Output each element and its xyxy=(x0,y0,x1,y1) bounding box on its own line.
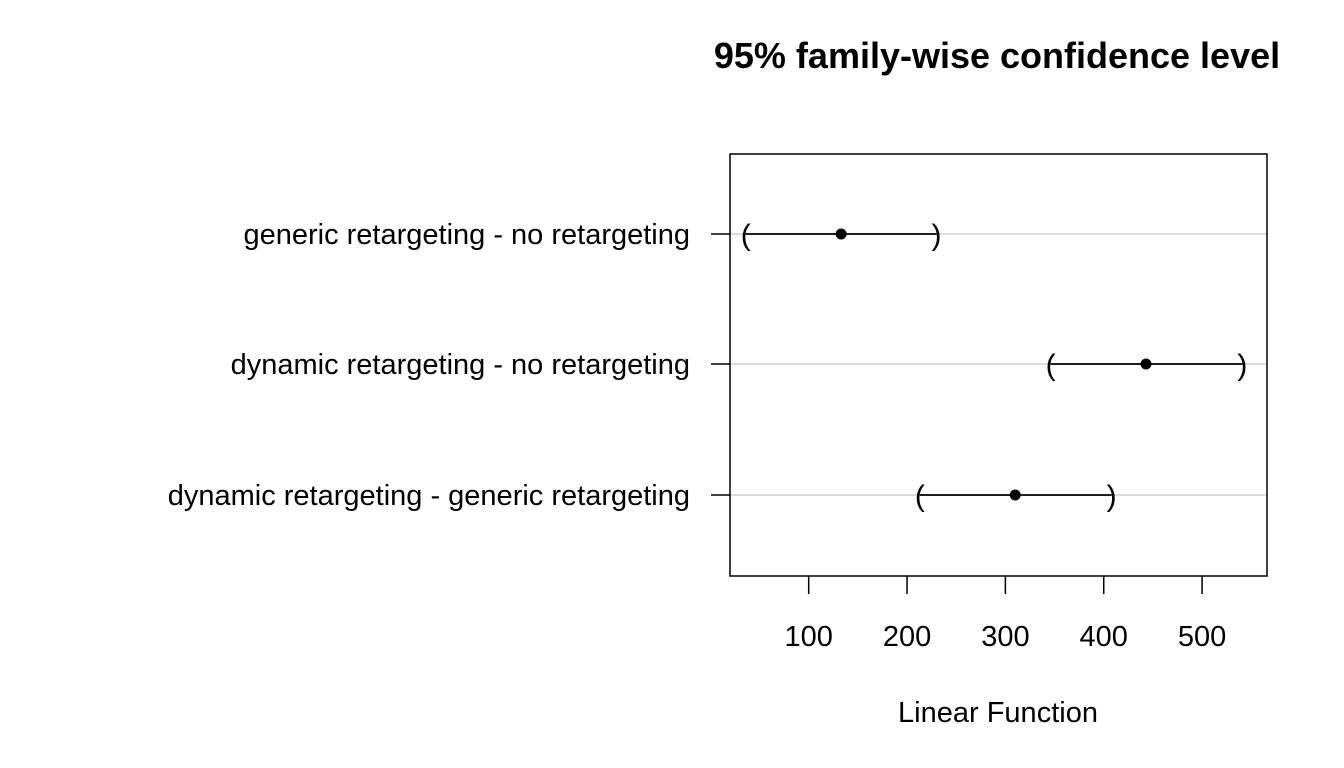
interval-lower-bracket-1: ( xyxy=(1046,349,1056,382)
x-tick-label-0: 100 xyxy=(784,621,832,653)
plot-frame xyxy=(729,153,1268,577)
estimate-point-1 xyxy=(1140,358,1152,370)
estimate-point-0 xyxy=(835,228,847,240)
y-axis: generic retargeting - no retargeting dyna… xyxy=(168,219,730,512)
y-tick-label-1: dynamic retargeting - no retargeting xyxy=(231,349,690,381)
x-axis: 100 200 300 400 500 xyxy=(784,576,1226,653)
x-tick-label-3: 400 xyxy=(1080,621,1128,653)
interval-lower-bracket-2: ( xyxy=(915,480,925,513)
y-tick-label-0: generic retargeting - no retargeting xyxy=(243,219,690,251)
chart-title: 95% family-wise confidence level xyxy=(714,35,1280,76)
interval-marks: () () () xyxy=(741,219,1248,513)
x-tick-label-2: 300 xyxy=(981,621,1029,653)
interval-upper-bracket-0: ) xyxy=(932,219,942,252)
x-tick-label-1: 200 xyxy=(883,621,931,653)
interval-lower-bracket-0: ( xyxy=(741,219,751,252)
x-tick-label-4: 500 xyxy=(1178,621,1226,653)
interval-upper-bracket-1: ) xyxy=(1237,349,1247,382)
interval-upper-bracket-2: ) xyxy=(1107,480,1117,513)
estimate-point-2 xyxy=(1009,489,1021,501)
y-tick-label-2: dynamic retargeting - generic retargetin… xyxy=(168,480,690,512)
x-axis-label: Linear Function xyxy=(898,697,1098,729)
